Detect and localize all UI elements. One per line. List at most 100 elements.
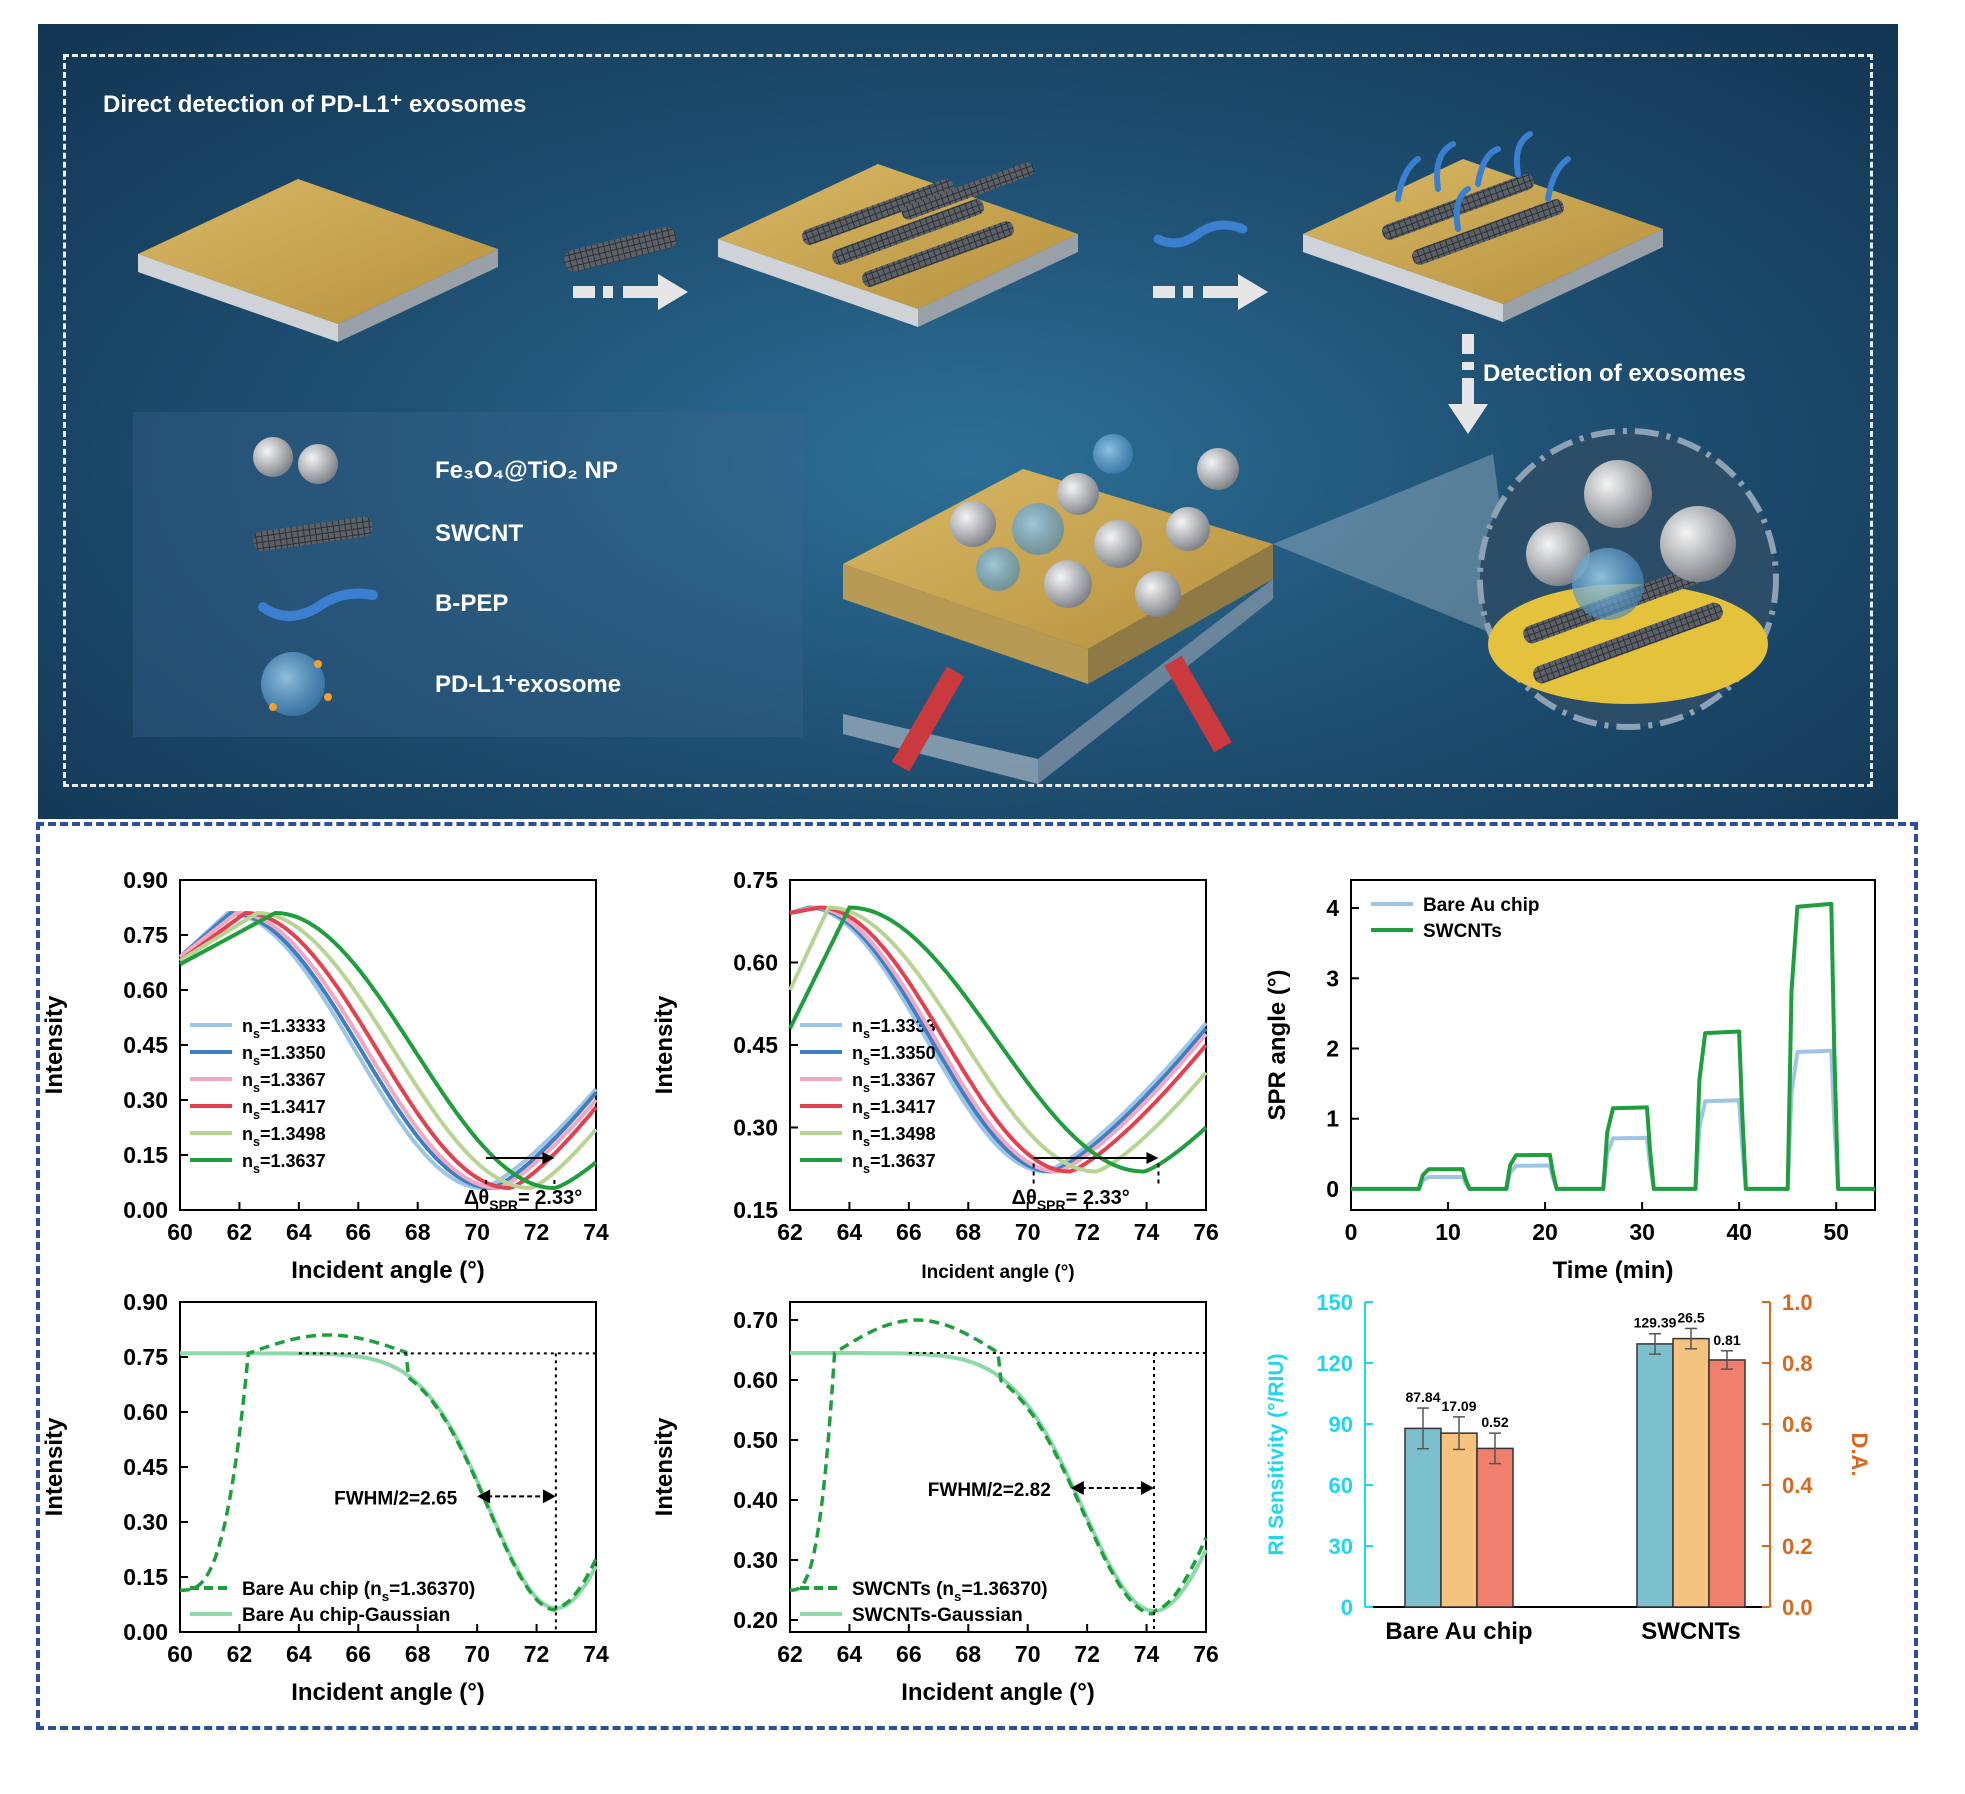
y-tick-label: 0.45 [123, 1454, 168, 1480]
left-axis-label: RI Sensitivity (°/RIU) [1265, 1353, 1288, 1555]
peptide-icon [258, 588, 378, 621]
x-tick-label: 74 [1134, 1219, 1160, 1245]
chart-e: 62 64 66 68 70 72 74 76 0.20 0.30 0.40 0.50 0.60 0.70… [651, 1301, 1219, 1706]
bar-value-label: 26.5 [1677, 1309, 1704, 1325]
peptide-reagent-icon [1153, 220, 1248, 248]
category-label: Bare Au chip [1385, 1618, 1532, 1645]
y-tick-label: 0.70 [733, 1307, 778, 1333]
left-tick-label: 90 [1329, 1412, 1353, 1437]
magnify-beam [1273, 454, 1518, 644]
nanoparticle-icon [253, 437, 338, 484]
bar [1440, 1432, 1478, 1608]
x-axis-label: Incident angle (°) [901, 1679, 1095, 1706]
x-tick-label: 62 [777, 1219, 803, 1245]
delta-arrowhead [542, 1152, 555, 1164]
y-tick-label: 1 [1326, 1106, 1339, 1132]
legend-label: ns=1.3367 [242, 1070, 326, 1095]
x-tick-label: 74 [1134, 1641, 1160, 1667]
y-axis-label: Intensity [651, 1417, 678, 1516]
y-tick-label: 0.45 [123, 1032, 168, 1058]
legend-label: ns=1.3637 [242, 1151, 326, 1176]
y-tick-label: 0.15 [733, 1197, 778, 1223]
exosome-icon [261, 652, 332, 716]
x-tick-label: 68 [955, 1219, 981, 1245]
bar-value-label: 87.84 [1405, 1389, 1440, 1405]
x-axis-label: Incident angle (°) [291, 1257, 485, 1284]
y-tick-label: 0.60 [733, 950, 778, 976]
x-tick-label: 70 [1015, 1219, 1041, 1245]
spr-curve [789, 905, 1208, 1174]
legend-label: ns=1.3498 [242, 1124, 326, 1149]
y-tick-label: 0.30 [733, 1547, 778, 1573]
delta-annotation: ΔθSPR= 2.33° [1012, 1187, 1130, 1213]
right-tick-label: 1.0 [1782, 1290, 1813, 1315]
left-tick-label: 120 [1316, 1351, 1353, 1376]
x-tick-label: 64 [837, 1641, 863, 1667]
x-tick-label: 62 [227, 1641, 253, 1667]
x-tick-label: 50 [1823, 1219, 1849, 1245]
chart-d: 60 62 64 66 68 70 72 74 0.00 0.15 0.30 0.45 0.60 0.75… [41, 1289, 609, 1706]
swcnt-modified-chip [718, 162, 1078, 327]
left-tick-label: 150 [1316, 1290, 1353, 1315]
legend-label: Bare Au chip (ns=1.36370) [242, 1579, 475, 1604]
spr-angle-trace [1351, 901, 1875, 1191]
x-axis-label: Incident angle (°) [291, 1679, 485, 1706]
x-tick-label: 62 [777, 1641, 803, 1667]
spr-curve [179, 910, 598, 1191]
x-tick-label: 64 [286, 1641, 312, 1667]
legend-label-peptide: B-PEP [435, 590, 509, 617]
x-tick-label: 70 [464, 1219, 490, 1245]
x-tick-label: 76 [1193, 1641, 1219, 1667]
y-tick-label: 0.60 [123, 977, 168, 1003]
y-tick-label: 0.75 [123, 1344, 168, 1370]
swcnt-icon [253, 516, 373, 552]
gaussian-fit-curve [790, 1351, 1208, 1613]
legend-label: SWCNTs-Gaussian [852, 1605, 1023, 1626]
plot-frame [789, 1301, 1207, 1633]
detection-label: Detection of exosomes [1483, 360, 1746, 387]
measured-curve [180, 1333, 598, 1612]
swcnt-reagent-icon [564, 226, 677, 272]
chart-a: 60 62 64 66 68 70 72 74 0.00 0.15 0.30 0.45 0.60 0.75… [41, 867, 609, 1284]
x-tick-label: 66 [345, 1641, 371, 1667]
x-tick-label: 74 [583, 1641, 609, 1667]
chart-f: 0 30 60 90 120 150 0.0 0.2 0.4 0.6 0.8 1.0 RI Sensit… [1265, 1290, 1872, 1645]
x-tick-label: 20 [1532, 1219, 1558, 1245]
bar [1476, 1447, 1514, 1608]
legend-label: Bare Au chip-Gaussian [242, 1605, 450, 1626]
y-tick-label: 0.00 [123, 1619, 168, 1645]
y-tick-label: 0 [1326, 1176, 1339, 1202]
scheme-dashed-frame [63, 54, 1873, 787]
legend-label: ns=1.3498 [852, 1124, 936, 1149]
legend-label: ns=1.3367 [852, 1070, 936, 1095]
legend-label: SWCNTs (ns=1.36370) [852, 1579, 1048, 1604]
x-tick-label: 60 [167, 1219, 193, 1245]
fwhm-arrowhead-right [542, 1489, 556, 1504]
bar-value-label: 17.09 [1441, 1398, 1476, 1414]
arrow-right-2 [1153, 274, 1268, 310]
chart-c: 0 10 20 30 40 50 0 1 2 3 4 Time (min) SPR angle (°) B… [1264, 879, 1876, 1284]
bar-value-label: 0.52 [1481, 1414, 1508, 1430]
x-tick-label: 64 [837, 1219, 863, 1245]
y-tick-label: 0.45 [733, 1032, 778, 1058]
x-tick-label: 62 [227, 1219, 253, 1245]
left-tick-label: 60 [1329, 1473, 1353, 1498]
fwhm-arrowhead-right [1141, 1481, 1154, 1495]
legend-label: Bare Au chip [1423, 895, 1540, 916]
spr-curve [178, 910, 598, 1191]
scheme-title: Direct detection of PD-L1⁺ exosomes [103, 91, 527, 118]
right-tick-label: 0.2 [1782, 1534, 1813, 1559]
arrow-right-1 [573, 274, 688, 310]
y-tick-label: 0.60 [733, 1367, 778, 1393]
legend-label: ns=1.3637 [852, 1151, 936, 1176]
y-tick-label: 0.00 [123, 1197, 168, 1223]
x-tick-label: 72 [1074, 1641, 1100, 1667]
delta-arrowhead [1146, 1152, 1159, 1164]
legend-label: ns=1.3417 [242, 1097, 326, 1122]
x-tick-label: 70 [464, 1641, 490, 1667]
y-tick-label: 0.50 [733, 1427, 778, 1453]
x-tick-label: 40 [1726, 1219, 1752, 1245]
y-tick-label: 2 [1326, 1036, 1339, 1062]
bar-value-label: 129.39 [1634, 1315, 1677, 1331]
x-tick-label: 76 [1193, 1219, 1219, 1245]
